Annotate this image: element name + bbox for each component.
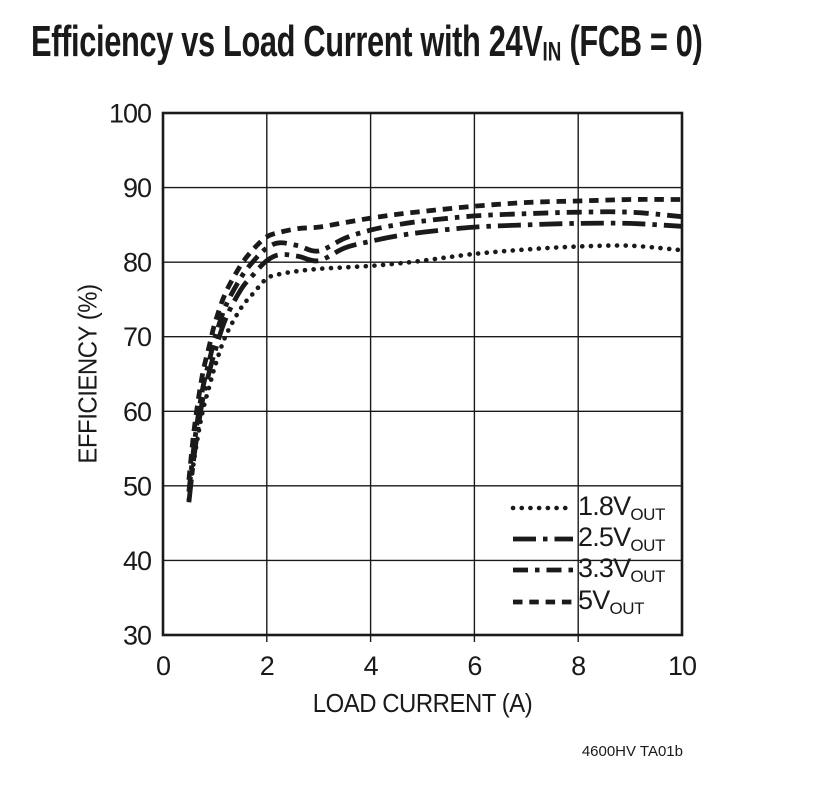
plot-border — [161, 111, 684, 637]
legend-label-subscript: OUT — [630, 536, 666, 556]
figure-code: 4600HV TA01b — [581, 743, 683, 760]
legend: 1.8VOUT 2.5VOUT 3.3VOUT 5VOUT — [510, 491, 665, 619]
series-curve-2.5vout — [186, 220, 682, 503]
legend-label-main: 5V — [578, 584, 610, 615]
legend-label-main: 3.3V — [578, 553, 631, 584]
y-tick-label-40: 40 — [123, 546, 151, 576]
y-tick-label-100: 100 — [109, 99, 151, 129]
title-main-text: Efficiency vs Load Current with 24V — [31, 17, 543, 66]
series-curve-1.8vout — [186, 243, 682, 502]
x-tick-label-2: 2 — [260, 651, 274, 681]
x-tick-label-0: 0 — [156, 651, 170, 681]
title-suffix-text: (FCB = 0) — [561, 17, 703, 66]
x-tick-label-10: 10 — [668, 651, 696, 681]
legend-label-5vout: 5VOUT — [578, 584, 645, 619]
legend-label-subscript: OUT — [630, 567, 666, 587]
series-curve-5vout — [186, 197, 682, 481]
legend-row: 5VOUT — [510, 584, 665, 619]
y-tick-label-30: 30 — [123, 621, 151, 651]
chart-title: Efficiency vs Load Current with 24VIN (F… — [31, 17, 703, 67]
series-curve-3.3vout — [186, 209, 682, 493]
legend-line-sample-5vout — [513, 599, 573, 605]
x-tick-label-6: 6 — [467, 651, 481, 681]
x-axis-label: LOAD CURRENT (A) — [312, 688, 533, 718]
x-tick-label-4: 4 — [364, 651, 379, 681]
title-subscript: IN — [542, 36, 562, 67]
legend-row: 2.5VOUT — [510, 522, 665, 556]
legend-label-2.5vout: 2.5VOUT — [578, 522, 665, 556]
y-tick-label-90: 90 — [123, 173, 151, 203]
y-tick-label-50: 50 — [123, 471, 151, 501]
y-tick-label-70: 70 — [123, 322, 151, 352]
legend-line-sample-2.5vout — [513, 536, 573, 542]
legend-row: 1.8VOUT — [510, 491, 665, 525]
legend-label-subscript: OUT — [630, 504, 666, 524]
x-tick-label-8: 8 — [571, 651, 585, 681]
y-tick-label-60: 60 — [123, 397, 151, 427]
legend-label-main: 2.5V — [578, 522, 631, 553]
legend-label-main: 1.8V — [578, 490, 631, 521]
legend-line-sample-1.8vout — [510, 505, 576, 510]
legend-label-subscript: OUT — [609, 598, 645, 618]
legend-row: 3.3VOUT — [510, 553, 665, 587]
y-tick-label-80: 80 — [123, 248, 151, 278]
legend-label-3.3vout: 3.3VOUT — [578, 553, 665, 587]
legend-line-sample-3.3vout — [513, 568, 573, 573]
series-group — [186, 197, 682, 503]
legend-label-1.8vout: 1.8VOUT — [578, 491, 665, 525]
